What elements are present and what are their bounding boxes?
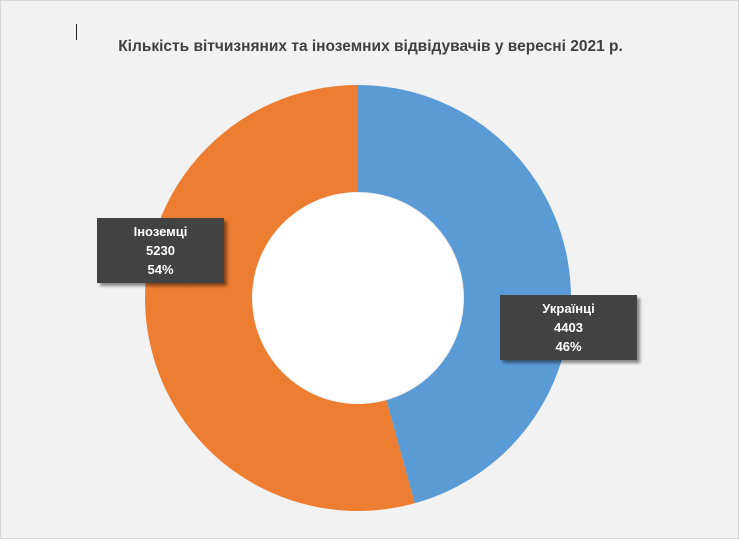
data-label-percent: 46% bbox=[555, 339, 582, 354]
data-label-ukrainians: Українці 4403 46% bbox=[500, 295, 637, 360]
data-label-value: 4403 bbox=[554, 320, 583, 335]
data-label-category: Іноземці bbox=[133, 224, 188, 239]
slice-foreigners bbox=[145, 85, 415, 511]
text-cursor bbox=[76, 24, 77, 40]
data-label-value: 5230 bbox=[146, 243, 175, 258]
chart-title: Кількість вітчизняних та іноземних відві… bbox=[118, 38, 623, 55]
slice-ukrainians bbox=[358, 85, 572, 504]
data-label-category: Українці bbox=[542, 301, 595, 316]
doughnut-hole bbox=[253, 193, 463, 403]
data-label-percent: 54% bbox=[147, 262, 174, 277]
data-label-foreigners: Іноземці 5230 54% bbox=[97, 218, 224, 283]
